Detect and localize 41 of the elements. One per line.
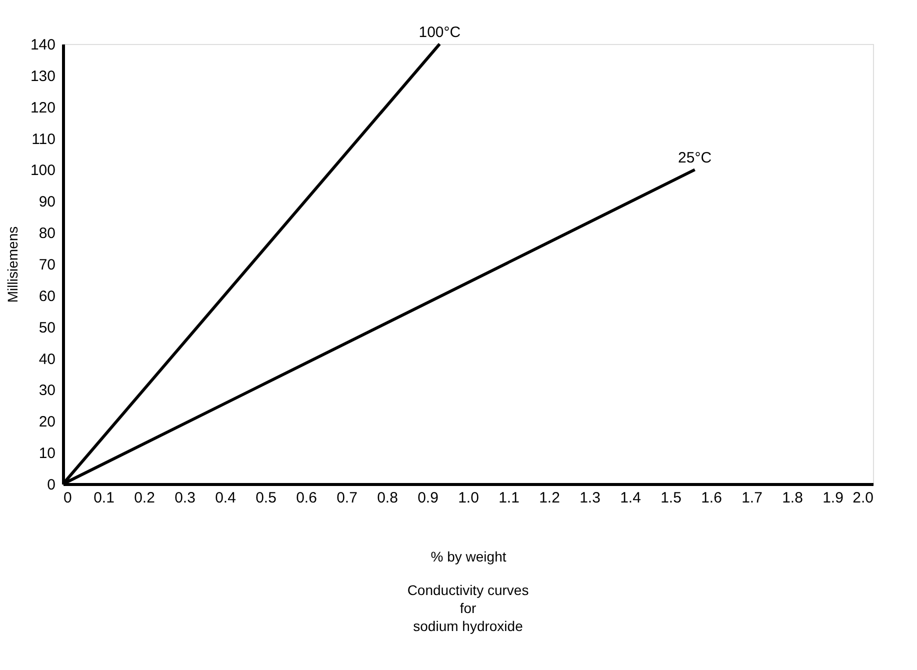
x-tick-label: 1.0 [458,490,479,506]
y-tick-label: 50 [38,319,56,336]
x-tick-label: 0.6 [296,490,317,506]
y-tick-label: 10 [38,445,56,462]
y-tick-label: 80 [38,225,56,242]
x-tick-label: 0.8 [377,490,398,506]
x-tick-label: 0.4 [215,490,236,506]
x-tick-label: 1.5 [660,490,682,506]
y-tick-label: 110 [32,130,56,148]
x-tick-label: 1.3 [580,490,600,506]
y-tick-label: 30 [38,382,56,400]
series-label: 100°C [418,24,461,41]
y-tick-label: 40 [38,350,56,368]
x-tick-label: 1.1 [498,490,520,506]
y-axis-title: Millisiemens [4,226,20,303]
x-tick-label: 1.2 [539,490,560,506]
x-tick-label: 0 [64,490,72,506]
x-tick-label: 1.6 [701,490,722,506]
x-axis-title: % by weight [430,548,506,564]
x-tick-label: 1.8 [782,490,803,506]
y-tick-label: 90 [38,194,56,211]
y-tick-label: 20 [38,414,56,431]
x-tick-label: 2.0 [852,490,874,506]
x-tick-label: 1.9 [822,490,844,506]
y-tick-label: 120 [30,99,56,116]
y-tick-label: 0 [47,476,56,494]
series-label: 25°C [678,150,712,167]
x-tick-label: 1.7 [742,490,762,506]
x-tick-label: 0.9 [418,490,438,506]
y-tick-label: 130 [30,68,56,85]
y-tick-label: 70 [38,256,56,274]
y-tick-label: 100 [30,162,56,180]
x-tick-label: 0.2 [134,490,155,506]
x-tick-label: 0.5 [256,490,276,506]
x-tick-label: 0.1 [94,490,114,506]
y-tick-label: 140 [30,36,56,54]
y-tick-label: 60 [38,288,56,305]
x-tick-label: 1.4 [620,490,641,506]
text: Conductivity curves for sodium hydroxide [407,582,529,634]
x-tick-label: 0.3 [174,490,196,506]
x-tick-label: 0.7 [336,490,358,506]
